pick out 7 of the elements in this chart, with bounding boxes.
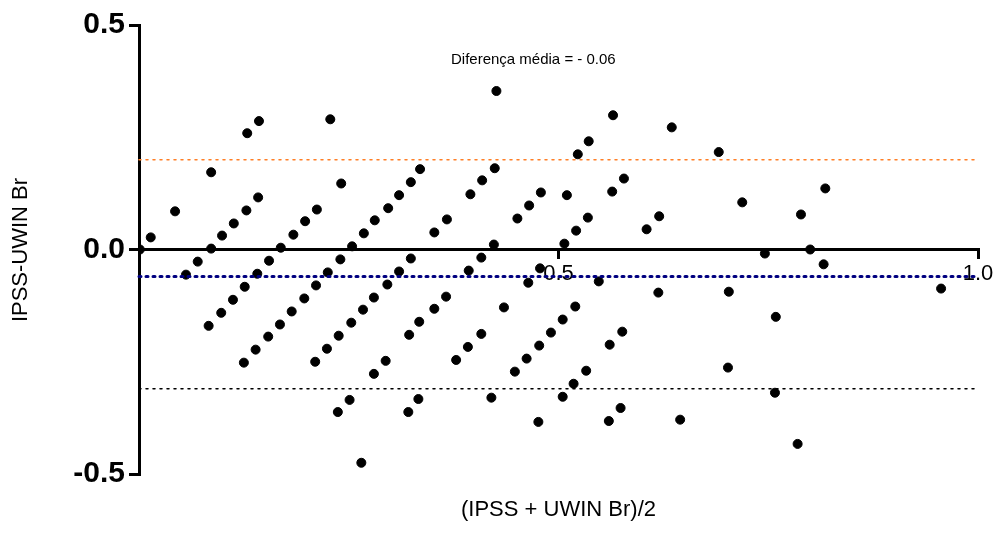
x-axis-title: (IPSS + UWIN Br)/2 <box>461 496 656 522</box>
x-tick-label: 1.0 <box>962 259 994 285</box>
y-tick-label: 0.0 <box>83 230 125 264</box>
y-axis-title: IPSS-UWIN Br <box>7 177 33 322</box>
y-tick-label: 0.5 <box>83 6 125 40</box>
annotation: Diferença média = - 0.06 <box>450 50 616 67</box>
y-tick-label: -0.5 <box>73 455 125 489</box>
